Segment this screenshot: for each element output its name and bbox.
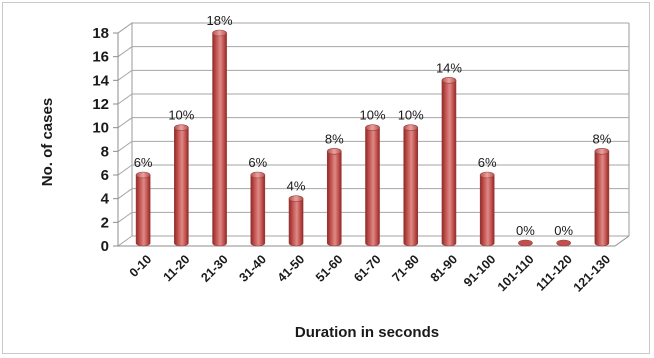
x-tick-label: 81-90 bbox=[428, 252, 461, 285]
gridline bbox=[117, 140, 629, 152]
data-label: 18% bbox=[207, 13, 233, 28]
y-tick-label: 10 bbox=[92, 120, 109, 137]
data-label: 4% bbox=[287, 179, 306, 194]
floor-right-edge bbox=[614, 235, 630, 247]
bar-body bbox=[403, 127, 419, 247]
data-label: 8% bbox=[325, 131, 344, 146]
bar bbox=[326, 148, 342, 247]
side-wall bbox=[117, 22, 133, 246]
gridlines bbox=[117, 22, 630, 247]
bar-cap bbox=[365, 124, 380, 131]
bar-body bbox=[326, 151, 342, 247]
bar-cap bbox=[441, 77, 457, 84]
y-tick-label: 16 bbox=[92, 49, 109, 66]
gridline bbox=[117, 188, 629, 200]
data-label: 6% bbox=[134, 155, 153, 170]
bar-cap bbox=[518, 239, 533, 247]
axis-ticks: 0 2 4 6 8 10 12 14 16 18 0-10 11-20 21-30 31-40 41-50 5… bbox=[92, 25, 613, 295]
x-axis-title: Duration in seconds bbox=[295, 324, 439, 341]
bar-body bbox=[174, 127, 189, 247]
data-label: 6% bbox=[248, 155, 267, 170]
y-tick-label: 4 bbox=[101, 191, 110, 208]
bar bbox=[250, 171, 266, 247]
y-tick-label: 2 bbox=[101, 214, 109, 231]
bar-body bbox=[135, 174, 151, 247]
bar-body bbox=[441, 80, 457, 247]
gridline bbox=[117, 69, 629, 81]
x-tick-label: 0-10 bbox=[127, 252, 155, 280]
gridline bbox=[117, 46, 629, 58]
bar-cap bbox=[326, 148, 342, 155]
y-tick-label: 6 bbox=[101, 167, 109, 184]
gridline bbox=[117, 117, 629, 129]
y-tick-label: 14 bbox=[92, 72, 109, 89]
data-label: 0% bbox=[516, 223, 535, 238]
x-tick-label: 31-40 bbox=[237, 252, 270, 285]
bar-cap bbox=[594, 148, 610, 155]
bar-cap bbox=[250, 171, 266, 179]
x-tick-label: 11-20 bbox=[161, 252, 193, 284]
bar-cap bbox=[479, 171, 495, 179]
bar-body bbox=[288, 198, 304, 247]
y-tick-label: 8 bbox=[101, 143, 109, 160]
x-tick-label: 51-60 bbox=[313, 252, 346, 285]
x-tick-label: 91-100 bbox=[461, 252, 498, 289]
bar-body bbox=[594, 151, 610, 247]
bar-cap bbox=[135, 171, 151, 179]
bar bbox=[288, 195, 304, 247]
data-label: 8% bbox=[592, 131, 611, 146]
y-axis-title: No. of cases bbox=[39, 98, 56, 186]
data-label: 14% bbox=[436, 60, 462, 75]
x-tick-label: 21-30 bbox=[198, 252, 231, 285]
gridline bbox=[117, 235, 629, 247]
data-label: 6% bbox=[478, 155, 497, 170]
x-tick-label: 41-50 bbox=[275, 252, 308, 285]
bar-body bbox=[250, 174, 266, 247]
bar-cap bbox=[174, 124, 189, 131]
bar-cap bbox=[288, 195, 304, 202]
data-label: 10% bbox=[359, 108, 385, 123]
gridline bbox=[117, 93, 629, 105]
data-label: 10% bbox=[398, 108, 424, 123]
bar-body bbox=[212, 32, 227, 247]
data-label: 0% bbox=[554, 223, 573, 238]
x-tick-label: 61-70 bbox=[351, 252, 384, 285]
chart-frame bbox=[2, 2, 650, 354]
bar-cap bbox=[403, 124, 419, 131]
bar bbox=[212, 29, 227, 247]
gridline bbox=[117, 164, 629, 176]
bar-cap bbox=[212, 29, 227, 37]
gridline bbox=[117, 22, 629, 34]
bar bbox=[174, 124, 189, 247]
bar-cap bbox=[556, 239, 571, 247]
x-tick-label: 101-110 bbox=[495, 252, 537, 294]
x-tick-label: 71-80 bbox=[389, 252, 422, 285]
gridline bbox=[117, 211, 629, 223]
x-tick-label: 121-130 bbox=[571, 252, 613, 294]
data-label: 10% bbox=[168, 108, 194, 123]
x-tick-label: 111-120 bbox=[534, 252, 575, 293]
bar bbox=[365, 124, 380, 247]
bar bbox=[518, 239, 533, 247]
y-tick-label: 18 bbox=[92, 25, 109, 42]
bar-body bbox=[479, 174, 495, 247]
bar bbox=[594, 148, 610, 247]
data-labels: 6% 10% 18% 6% 4% 8% 10% 10% 14% 6% 0% 0% 8% bbox=[134, 13, 612, 238]
y-tick-label: 12 bbox=[92, 96, 109, 113]
bar bbox=[556, 239, 571, 247]
bar bbox=[441, 77, 457, 247]
bars bbox=[135, 29, 610, 247]
bar-body bbox=[365, 127, 380, 247]
y-tick-label: 0 bbox=[101, 238, 109, 255]
bar bbox=[479, 171, 495, 247]
bar bbox=[403, 124, 419, 247]
bar bbox=[135, 171, 151, 247]
